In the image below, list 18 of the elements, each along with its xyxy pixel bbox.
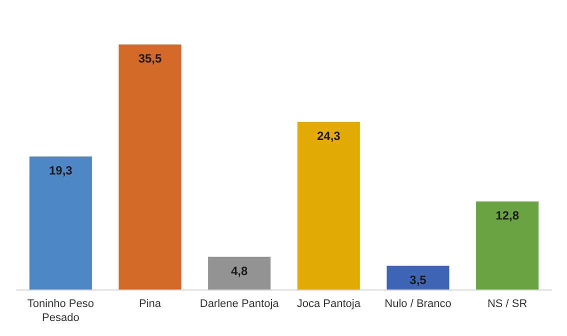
x-tick-label: Nulo / Branco bbox=[384, 298, 452, 310]
x-tick-label: Joca Pantoja bbox=[296, 298, 362, 310]
bar bbox=[476, 201, 539, 290]
data-label: 4,8 bbox=[230, 264, 248, 278]
x-tick-label: Pina bbox=[138, 298, 162, 310]
bar bbox=[386, 266, 450, 290]
bar bbox=[29, 156, 92, 290]
data-label: 19,3 bbox=[48, 164, 73, 178]
x-tick-label: NS / SR bbox=[487, 298, 528, 310]
bar bbox=[208, 256, 271, 290]
x-tick-label: Darlene Pantoja bbox=[200, 298, 280, 310]
bar bbox=[118, 44, 182, 290]
data-label: 12,8 bbox=[496, 208, 520, 222]
data-label: 3,5 bbox=[410, 272, 427, 287]
data-label: 24,3 bbox=[316, 128, 341, 143]
data-label: 35,5 bbox=[138, 51, 162, 66]
x-tick-label: Toninho Peso Pesado bbox=[27, 298, 94, 324]
bar bbox=[297, 122, 360, 290]
